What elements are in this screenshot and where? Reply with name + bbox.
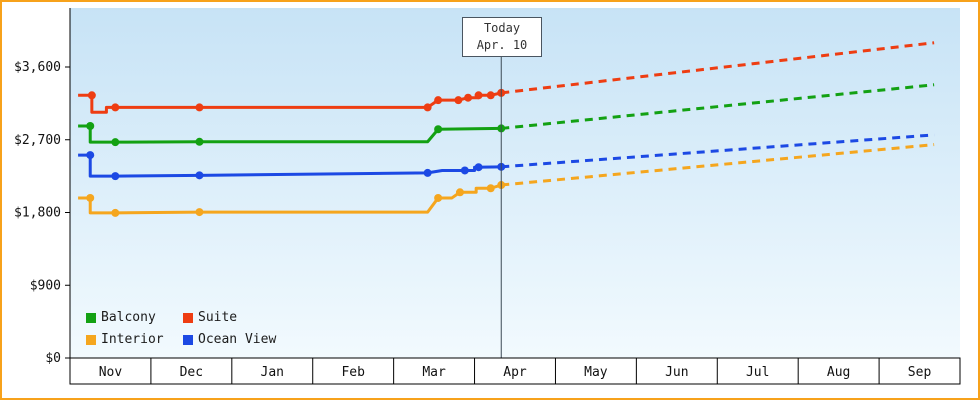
price-point-balcony xyxy=(434,125,443,134)
month-label: May xyxy=(584,365,608,380)
y-tick-label: $2,700 xyxy=(14,133,61,148)
history-line-ocean-view xyxy=(78,153,502,178)
month-label: Nov xyxy=(99,365,123,380)
month-label: Apr xyxy=(503,365,527,380)
month-label: Jan xyxy=(261,365,284,380)
legend-item-balcony: Balcony xyxy=(86,310,183,325)
price-point-suite xyxy=(111,103,120,112)
plot-background xyxy=(70,8,960,358)
price-point-ocean-view xyxy=(111,172,120,181)
price-point-suite xyxy=(474,91,483,100)
forecast-line-ocean-view xyxy=(501,133,935,169)
price-point-suite xyxy=(87,91,96,100)
legend-swatch xyxy=(183,312,193,323)
price-point-ocean-view xyxy=(86,151,95,160)
month-label: Jun xyxy=(665,365,688,380)
price-point-suite xyxy=(434,96,443,105)
price-point-interior xyxy=(455,188,464,197)
legend-swatch xyxy=(86,334,96,345)
y-tick-label: $0 xyxy=(45,351,61,366)
price-point-ocean-view xyxy=(474,163,483,172)
legend-label: Suite xyxy=(198,310,238,325)
price-point-interior xyxy=(111,208,120,217)
month-label: Feb xyxy=(341,365,365,380)
forecast-line-interior xyxy=(501,143,935,187)
month-label: Sep xyxy=(908,365,932,380)
price-point-interior xyxy=(434,193,443,202)
legend-swatch xyxy=(86,312,96,323)
month-label: Jul xyxy=(746,365,769,380)
legend-item-interior: Interior xyxy=(86,332,183,347)
month-label: Aug xyxy=(827,365,850,380)
month-row xyxy=(69,357,961,385)
price-point-suite xyxy=(464,93,473,102)
legend-label: Interior xyxy=(101,332,164,347)
price-point-interior xyxy=(486,184,495,193)
today-marker-label: Today Apr. 10 xyxy=(462,17,542,57)
today-date: Apr. 10 xyxy=(476,38,528,52)
price-point-interior xyxy=(86,193,95,202)
legend-label: Balcony xyxy=(101,310,156,325)
price-point-interior xyxy=(195,208,204,217)
legend-item-ocean-view: Ocean View xyxy=(183,332,276,347)
y-tick-label: $1,800 xyxy=(14,206,61,221)
price-point-ocean-view xyxy=(423,168,432,177)
y-tick-label: $3,600 xyxy=(14,60,61,75)
legend-label: Ocean View xyxy=(198,332,277,347)
price-point-suite xyxy=(423,103,432,112)
forecast-line-suite xyxy=(501,41,935,95)
forecast-line-balcony xyxy=(501,83,935,130)
price-point-balcony xyxy=(195,137,204,146)
price-point-ocean-view xyxy=(195,171,204,180)
y-tick-label: $900 xyxy=(30,278,61,293)
price-point-suite xyxy=(195,103,204,112)
today-label: Today xyxy=(483,20,521,35)
legend-swatch xyxy=(183,334,193,345)
price-point-balcony xyxy=(111,138,120,147)
price-point-suite xyxy=(486,91,495,100)
month-label: Mar xyxy=(422,365,446,380)
legend-item-suite: Suite xyxy=(183,310,276,325)
chart-legend: Balcony Suite Interior Ocean View xyxy=(86,310,276,347)
price-point-balcony xyxy=(86,122,95,131)
price-point-suite xyxy=(454,96,463,105)
month-label: Dec xyxy=(180,365,203,380)
price-point-ocean-view xyxy=(460,166,469,175)
